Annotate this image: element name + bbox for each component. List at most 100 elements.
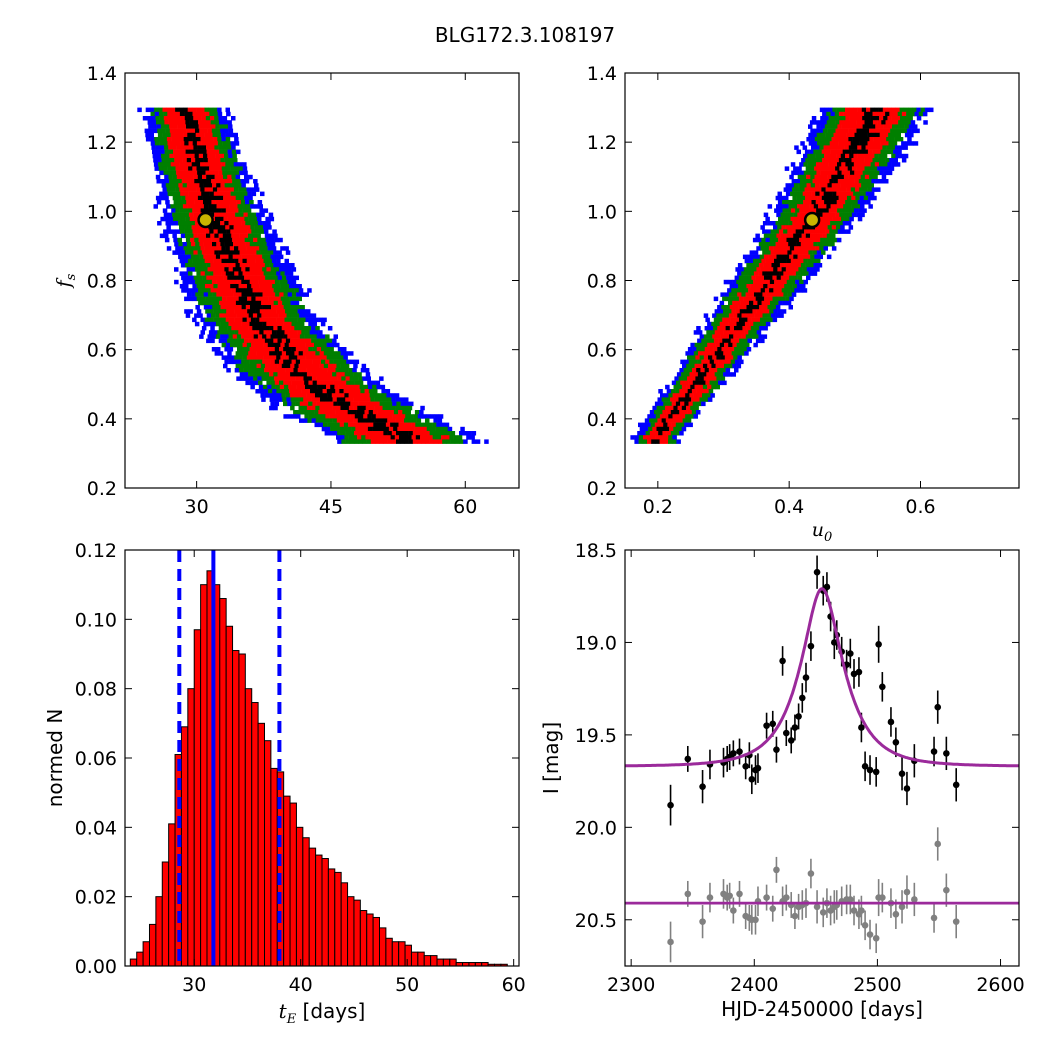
tr-cell-blue xyxy=(868,204,873,209)
tl-cell-blue xyxy=(235,174,241,180)
tl-cell-red xyxy=(245,254,250,260)
tl-cell-black xyxy=(227,237,233,243)
tl-cell-black xyxy=(251,309,256,314)
tl-cell-green xyxy=(264,250,270,255)
tl-cell-red xyxy=(215,179,220,184)
tl-cell-green xyxy=(158,137,163,142)
data-point xyxy=(748,775,756,783)
tl-cell-black xyxy=(234,246,239,251)
tr-cell-red xyxy=(889,120,895,125)
tl-cell-blue xyxy=(175,246,180,251)
tl-cell-green xyxy=(163,111,168,117)
tr-cell-red xyxy=(836,153,842,159)
tl-cell-black xyxy=(367,426,373,432)
tl-cell-red xyxy=(224,200,229,205)
tl-cell-blue xyxy=(346,359,351,365)
tl-cell-blue xyxy=(232,359,238,365)
tr-cell-green xyxy=(703,342,708,348)
tr-cell-red xyxy=(792,221,797,226)
tl-cell-red xyxy=(310,393,316,398)
tl-cell-blue xyxy=(261,397,266,402)
tr-cell-red xyxy=(810,246,816,251)
tr-cell-blue xyxy=(858,208,863,213)
tr-cell-blue xyxy=(907,137,912,142)
tl-cell-red xyxy=(312,401,317,407)
tr-cell-black xyxy=(799,229,805,234)
tl-cell-red xyxy=(250,246,256,251)
tl-cell-green xyxy=(366,439,372,444)
tr-cell-blue xyxy=(909,141,914,146)
tr-cell-blue xyxy=(849,216,854,222)
tl-cell-black xyxy=(351,410,357,415)
tl-cell-green xyxy=(317,414,322,419)
tl-cell-green xyxy=(235,351,241,356)
tr-cell-green xyxy=(803,162,808,167)
tr-cell-green xyxy=(734,347,739,352)
tr-cell-red xyxy=(763,263,768,268)
tr-cell-red xyxy=(825,187,831,192)
tr-cell-red xyxy=(785,225,791,230)
tr-cell-blue xyxy=(801,284,806,289)
tr-cell-red xyxy=(676,414,682,419)
tl-cell-blue xyxy=(248,195,253,201)
tr-cell-green xyxy=(670,431,676,436)
tr-cell-red xyxy=(778,279,783,285)
tl-cell-red xyxy=(255,271,260,276)
tr-cell-blue xyxy=(780,204,785,209)
tr-cell-red xyxy=(797,254,802,260)
tl-cell-blue xyxy=(184,284,189,289)
tr-cell-red xyxy=(754,313,759,318)
tl-cell-red xyxy=(211,254,217,260)
tl-cell-red xyxy=(327,368,332,373)
tl-cell-red xyxy=(228,267,234,272)
tl-cell-blue xyxy=(224,334,229,339)
residual-point xyxy=(930,914,938,922)
tl-cell-green xyxy=(217,330,222,335)
tr-cell-red xyxy=(875,124,880,129)
tr-cell-green xyxy=(841,116,846,121)
tl-cell-red xyxy=(275,305,280,310)
tl-cell-green xyxy=(188,271,193,276)
tl-cell-green xyxy=(177,200,183,205)
tl-cell-green xyxy=(301,330,306,335)
tl-cell-red xyxy=(277,363,283,369)
tl-cell-red xyxy=(246,330,252,335)
histogram-bar xyxy=(366,913,374,967)
tl-cell-red xyxy=(402,422,408,428)
tr-cell-green xyxy=(802,183,807,188)
tr-cell-blue xyxy=(776,204,781,209)
tr-cell-green xyxy=(761,237,766,243)
tl-cell-green xyxy=(235,363,241,369)
tl-cell-red xyxy=(210,116,215,121)
residual-point xyxy=(898,903,906,911)
tl-cell-green xyxy=(334,426,339,432)
tr-cell-green xyxy=(811,153,816,159)
tr-cell-black xyxy=(755,296,761,302)
tl-cell-red xyxy=(253,347,259,352)
tl-cell-blue xyxy=(307,313,312,318)
tl-cell-red xyxy=(357,393,362,398)
tr-cell-green xyxy=(683,368,689,373)
tl-cell-blue xyxy=(222,338,228,344)
tl-cell-red xyxy=(384,414,389,419)
tr-cell-blue xyxy=(923,120,928,125)
tl-cell-red xyxy=(185,179,191,184)
tl-cell-black xyxy=(192,137,197,142)
tr-cell-black xyxy=(728,342,733,348)
tl-cell-blue xyxy=(224,347,229,352)
tr-cell-blue xyxy=(751,254,756,260)
tl-cell-blue xyxy=(250,204,255,209)
tr-cell-red xyxy=(702,351,707,356)
tl-cell-green xyxy=(183,246,189,251)
tr-cell-red xyxy=(839,128,845,134)
tl-cell-red xyxy=(304,359,309,365)
tr-cell-green xyxy=(702,384,708,390)
tl-cell-green xyxy=(252,216,258,222)
data-point xyxy=(763,722,770,729)
tl-cell-red xyxy=(213,229,218,234)
tl-cell-blue xyxy=(350,359,355,365)
tl-cell-green xyxy=(273,275,278,281)
tl-cell-green xyxy=(403,405,408,411)
tl-cell-black xyxy=(247,284,252,289)
tr-cell-red xyxy=(873,137,879,142)
